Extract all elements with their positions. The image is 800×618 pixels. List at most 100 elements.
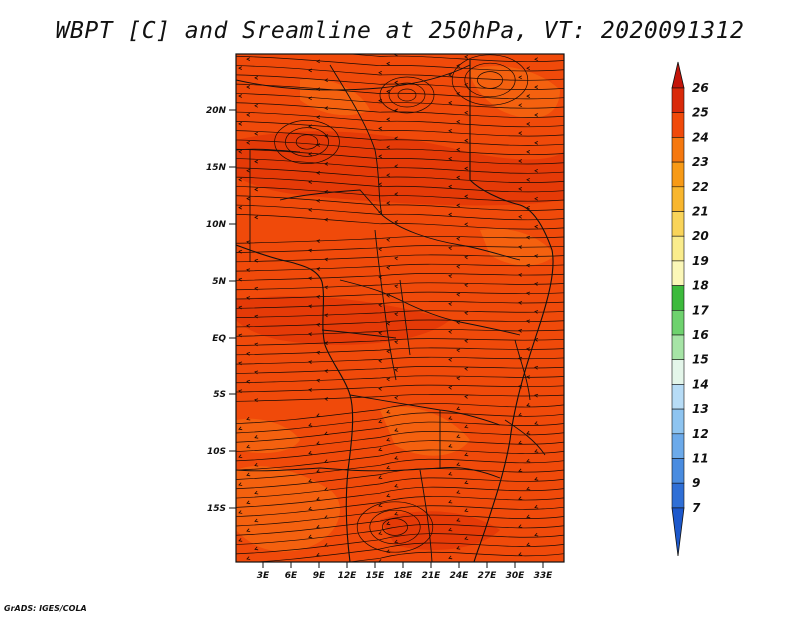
streamline-arrow xyxy=(518,496,523,500)
colorbar-segment xyxy=(671,359,685,385)
streamline-arrow xyxy=(456,64,460,68)
streamline-arrow xyxy=(308,124,312,129)
streamline xyxy=(236,412,564,434)
streamline-arrow xyxy=(526,150,530,154)
streamline-arrow xyxy=(394,164,398,169)
streamline-arrow xyxy=(378,331,383,336)
boundary-line xyxy=(374,229,397,381)
streamline-arrow xyxy=(448,471,453,476)
streamline xyxy=(236,319,564,328)
streamline-arrow xyxy=(386,437,391,442)
streamline xyxy=(236,176,564,193)
streamline-arrow xyxy=(448,302,453,306)
streamline-arrow xyxy=(238,66,242,70)
streamline-arrow xyxy=(456,434,461,438)
boundary-line xyxy=(279,189,383,216)
streamline-arrow xyxy=(448,499,453,504)
streamline-arrow xyxy=(448,330,453,334)
streamline xyxy=(236,263,564,272)
streamline-arrow xyxy=(518,75,522,80)
streamline-arrow xyxy=(254,314,259,319)
lat-tick-label: EQ xyxy=(212,334,226,344)
streamline-arrow xyxy=(308,248,313,253)
streamline-arrow xyxy=(238,205,242,210)
streamline-arrow xyxy=(324,369,329,374)
streamline xyxy=(236,130,564,146)
colorbar-top-arrow xyxy=(671,61,685,89)
streamline-arrow xyxy=(238,149,242,154)
streamline-arrow xyxy=(254,490,259,495)
streamline-arrow xyxy=(308,208,312,212)
colorbar-label: 25 xyxy=(692,106,709,120)
streamline-arrow xyxy=(254,258,259,263)
colorbar-segment xyxy=(671,285,685,311)
colorbar-label: 22 xyxy=(692,180,709,194)
lat-tick-label: 15N xyxy=(206,163,227,173)
streamline-arrow xyxy=(308,276,313,281)
streamline-arrow xyxy=(518,468,523,473)
streamline xyxy=(236,291,564,300)
streamline-arrow xyxy=(254,435,259,439)
lon-tick-label: 21E xyxy=(422,571,442,581)
streamline-arrow xyxy=(394,80,398,85)
streamline xyxy=(236,148,564,165)
streamline-arrow xyxy=(254,215,258,220)
streamline-arrow xyxy=(316,323,321,327)
streamline-arrow xyxy=(308,450,313,455)
streamline-arrow xyxy=(378,126,382,131)
streamline-arrow xyxy=(534,504,539,509)
streamline-arrow xyxy=(254,159,258,164)
streamline-arrow xyxy=(255,49,258,52)
streamline-arrow xyxy=(386,201,390,205)
streamline-arrow xyxy=(238,305,243,310)
streamline-arrow xyxy=(448,555,453,560)
streamline-arrow xyxy=(534,365,539,370)
streamline-eddy xyxy=(356,501,434,553)
streamline-arrow xyxy=(308,534,313,539)
streamline-arrow xyxy=(246,268,251,273)
streamline-arrow xyxy=(448,184,452,189)
streamline-arrow xyxy=(464,55,468,59)
boundary-line xyxy=(514,339,531,401)
streamline-arrow xyxy=(324,487,329,491)
colorbar-segment xyxy=(671,408,685,435)
streamline-arrow xyxy=(448,527,453,532)
streamline-arrow xyxy=(246,196,250,201)
streamline-arrow xyxy=(238,122,242,126)
boundary-line xyxy=(349,394,501,426)
streamline-arrow xyxy=(464,194,468,199)
streamline-arrow xyxy=(316,59,320,64)
streamline-arrow xyxy=(324,397,329,401)
streamline-arrow xyxy=(534,196,538,201)
streamline-arrow xyxy=(246,296,251,300)
streamline-arrow xyxy=(518,273,523,277)
boundary-line xyxy=(236,148,301,153)
streamline-eddy xyxy=(295,134,319,150)
streamline-arrow xyxy=(386,465,391,470)
streamline-arrow xyxy=(246,324,251,328)
field-patch-light xyxy=(300,79,370,116)
colorbar-bottom-arrow xyxy=(671,507,685,557)
streamline xyxy=(236,375,564,384)
streamline-eddy xyxy=(451,54,529,106)
streamline-arrow xyxy=(464,536,469,540)
streamline-arrow xyxy=(386,549,391,553)
streamline-eddy xyxy=(369,509,421,545)
streamline xyxy=(236,65,564,81)
streamline-arrow xyxy=(386,61,390,66)
colorbar-label: 12 xyxy=(692,427,709,441)
streamline-arrow xyxy=(464,452,469,457)
streamline-arrow xyxy=(456,264,461,269)
streamline-arrow xyxy=(464,82,468,87)
streamline-arrow xyxy=(324,134,328,138)
streamline-arrow xyxy=(464,339,469,343)
streamline-arrow xyxy=(324,459,329,463)
streamline-arrow xyxy=(526,458,531,463)
streamline-arrow xyxy=(378,154,382,159)
streamline-arrow xyxy=(518,440,523,445)
streamline-arrow xyxy=(534,532,539,537)
lon-tick-label: 30E xyxy=(506,571,526,581)
streamline-arrow xyxy=(246,352,251,356)
streamline xyxy=(236,338,564,346)
